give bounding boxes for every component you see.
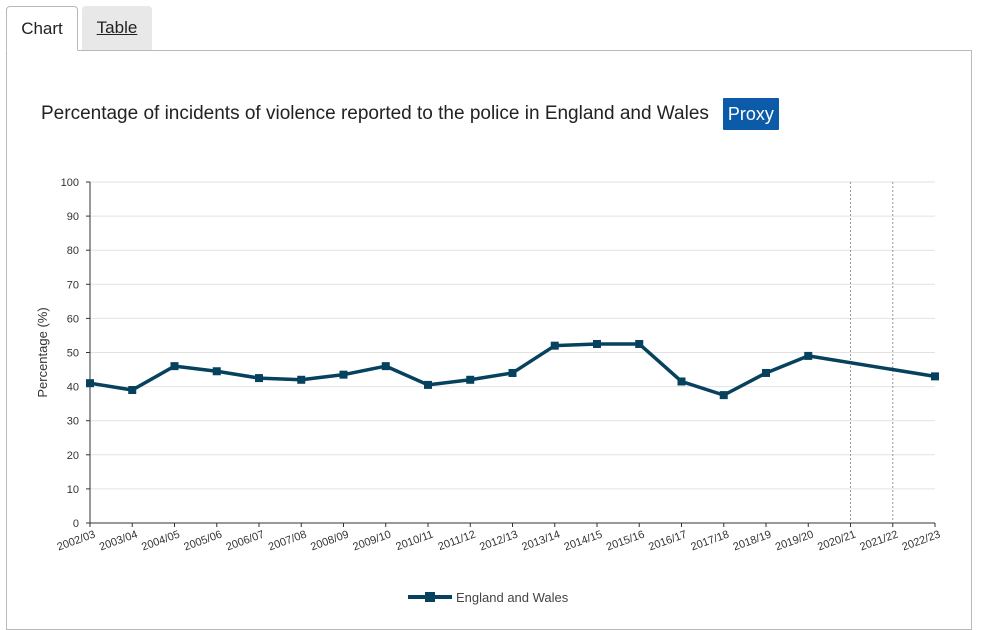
y-tick-label: 10 xyxy=(67,484,79,496)
chart-title: Percentage of incidents of violence repo… xyxy=(41,103,709,124)
data-point xyxy=(931,372,939,381)
x-tick-label: 2017/18 xyxy=(689,529,730,554)
x-tick-label: 2005/06 xyxy=(182,529,223,554)
x-tick-label: 2015/16 xyxy=(605,529,646,554)
y-axis-label: Percentage (%) xyxy=(35,307,50,397)
y-tick-label: 30 xyxy=(67,416,79,428)
y-tick-label: 60 xyxy=(67,313,79,325)
x-tick-label: 2014/15 xyxy=(563,529,604,554)
x-tick-label: 2021/22 xyxy=(858,529,899,554)
data-point xyxy=(550,341,559,350)
data-point xyxy=(128,386,137,395)
legend-swatch-england-and-wales xyxy=(408,588,452,606)
x-tick-label: 2007/08 xyxy=(267,529,308,554)
x-tick-label: 2018/19 xyxy=(732,529,773,554)
tab-chart[interactable]: Chart xyxy=(6,6,78,51)
x-tick-label: 2011/12 xyxy=(437,529,478,554)
data-point xyxy=(170,362,179,371)
data-point xyxy=(86,379,94,388)
y-tick-label: 100 xyxy=(61,177,79,189)
chart-header: Percentage of incidents of violence repo… xyxy=(41,98,779,130)
y-tick-label: 0 xyxy=(73,518,79,530)
data-point xyxy=(635,339,644,348)
x-tick-label: 2008/09 xyxy=(309,529,350,554)
chart-legend: England and Wales xyxy=(408,588,568,606)
proxy-badge: Proxy xyxy=(722,98,779,130)
x-tick-label: 2013/14 xyxy=(520,529,561,554)
y-tick-label: 70 xyxy=(67,279,79,291)
x-tick-label: 2019/20 xyxy=(774,529,815,554)
x-tick-label: 2006/07 xyxy=(225,529,266,554)
tab-table[interactable]: Table xyxy=(82,6,152,50)
data-point xyxy=(339,370,348,379)
data-point xyxy=(212,367,221,376)
data-point xyxy=(593,339,601,348)
data-point xyxy=(804,351,813,360)
x-tick-label: 2004/05 xyxy=(140,529,181,554)
x-tick-label: 2010/11 xyxy=(394,529,435,554)
y-tick-label: 50 xyxy=(67,348,79,360)
y-tick-label: 90 xyxy=(67,211,79,223)
y-tick-label: 20 xyxy=(67,450,79,462)
data-point xyxy=(466,375,475,384)
data-point xyxy=(381,362,390,371)
x-tick-label: 2003/04 xyxy=(98,529,139,554)
x-tick-label: 2012/13 xyxy=(478,529,519,554)
x-tick-label: 2020/21 xyxy=(816,529,857,554)
x-tick-label: 2016/17 xyxy=(647,529,688,554)
data-point xyxy=(424,380,432,389)
chart-panel xyxy=(6,50,972,630)
data-point xyxy=(719,391,728,400)
legend-label: England and Wales xyxy=(456,589,569,605)
data-point xyxy=(762,368,770,377)
data-point xyxy=(677,377,686,386)
data-point xyxy=(297,375,306,384)
data-point xyxy=(255,374,263,383)
x-tick-label: 2022/23 xyxy=(901,529,942,554)
y-tick-label: 40 xyxy=(67,382,79,394)
data-point xyxy=(508,368,517,377)
x-tick-label: 2002/03 xyxy=(56,529,97,554)
x-tick-label: 2009/10 xyxy=(351,529,392,554)
y-tick-label: 80 xyxy=(67,245,79,257)
